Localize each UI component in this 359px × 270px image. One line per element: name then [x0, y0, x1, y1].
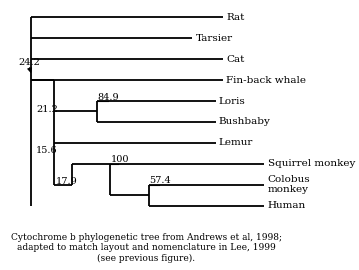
Text: 100: 100	[111, 156, 129, 164]
Text: Tarsier: Tarsier	[196, 34, 233, 43]
Text: 84.9: 84.9	[98, 93, 120, 102]
Text: Loris: Loris	[219, 97, 246, 106]
Text: Human: Human	[267, 201, 306, 210]
Text: Squirrel monkey: Squirrel monkey	[267, 159, 355, 168]
Text: 24.2: 24.2	[18, 58, 40, 67]
Text: 17.9: 17.9	[56, 177, 78, 186]
Text: Colobus
monkey: Colobus monkey	[267, 175, 310, 194]
Text: Lemur: Lemur	[219, 138, 253, 147]
Text: Bushbaby: Bushbaby	[219, 117, 271, 126]
Text: Fin-back whale: Fin-back whale	[227, 76, 306, 85]
Text: 57.4: 57.4	[149, 176, 171, 185]
Text: 21.2: 21.2	[36, 105, 58, 114]
Text: Cytochrome b phylogenetic tree from Andrews et al, 1998;
adapted to match layout: Cytochrome b phylogenetic tree from Andr…	[11, 233, 282, 263]
Text: Rat: Rat	[227, 13, 245, 22]
Text: Cat: Cat	[227, 55, 245, 64]
Text: 15.6: 15.6	[36, 146, 58, 155]
